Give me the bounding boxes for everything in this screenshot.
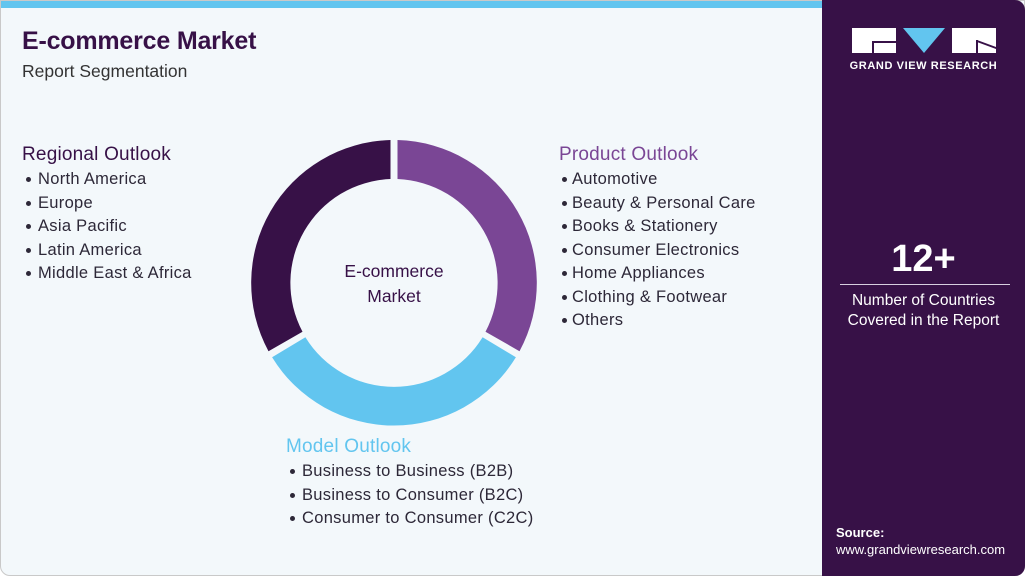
model-outlook-list: Business to Business (B2B) Business to C… — [286, 460, 534, 531]
list-item: Others — [559, 309, 756, 333]
bullet-icon — [26, 247, 31, 253]
list-item-label: North America — [38, 170, 147, 188]
list-item-label: Automotive — [572, 170, 658, 188]
segmentation-donut-chart — [251, 140, 537, 426]
list-item-label: Consumer Electronics — [572, 240, 740, 259]
list-item-label: Home Appliances — [572, 264, 705, 282]
model-outlook-heading: Model Outlook — [286, 436, 412, 457]
list-item-label: Europe — [38, 193, 94, 212]
product-outlook-list: Automotive Beauty & Personal Care Books … — [559, 168, 756, 333]
sidebar-panel — [822, 0, 1025, 576]
donut-segment-regional — [251, 140, 391, 352]
source-url-link[interactable]: www.grandviewresearch.com — [836, 542, 1006, 557]
donut-segment-model — [272, 337, 516, 426]
bullet-icon — [562, 200, 567, 206]
regional-outlook-section: Regional Outlook North America Europe As… — [22, 144, 192, 286]
list-item: Beauty & Personal Care — [559, 192, 756, 216]
grand-view-research-logo-icon — [852, 28, 996, 53]
bullet-icon — [26, 271, 31, 277]
donut-center-line1: E-commerce — [344, 261, 444, 281]
bullet-icon — [562, 294, 567, 300]
bullet-icon — [26, 177, 31, 183]
regional-outlook-heading: Regional Outlook — [22, 144, 171, 165]
product-outlook-section: Product Outlook Automotive Beauty & Pers… — [559, 144, 756, 333]
logo-text: GRAND VIEW RESEARCH — [849, 60, 998, 72]
list-item: Consumer Electronics — [559, 239, 756, 263]
countries-count-label: Number of Countries Covered in the Repor… — [822, 291, 1025, 331]
page-subtitle: Report Segmentation — [22, 61, 188, 81]
bullet-icon — [26, 200, 31, 206]
donut-center-line2: Market — [367, 286, 421, 306]
countries-count-value: 12+ — [891, 238, 956, 280]
bullet-icon — [26, 224, 31, 230]
donut-segment-product — [397, 140, 537, 352]
product-outlook-heading: Product Outlook — [559, 144, 699, 165]
regional-outlook-list: North America Europe Asia Pacific Latin … — [22, 168, 192, 286]
list-item: Europe — [22, 192, 192, 216]
list-item-label: Business to Consumer (B2C) — [302, 485, 524, 504]
list-item: Business to Consumer (B2C) — [286, 484, 534, 508]
list-item: Clothing & Footwear — [559, 286, 756, 310]
top-accent-bar — [1, 1, 823, 8]
bullet-icon — [562, 318, 567, 324]
bullet-icon — [290, 516, 295, 522]
list-item-label: Books & Stationery — [572, 217, 718, 235]
list-item-label: Beauty & Personal Care — [572, 193, 756, 212]
bullet-icon — [290, 469, 295, 475]
list-item: Latin America — [22, 239, 192, 263]
list-item: Middle East & Africa — [22, 262, 192, 286]
stat-label-line2: Covered in the Report — [847, 312, 1000, 329]
bullet-icon — [562, 177, 567, 183]
source-label: Source: — [836, 525, 885, 540]
list-item: Automotive — [559, 168, 756, 192]
bullet-icon — [562, 247, 567, 253]
bullet-icon — [290, 492, 295, 498]
list-item: Asia Pacific — [22, 215, 192, 239]
list-item: Consumer to Consumer (C2C) — [286, 507, 534, 531]
list-item: Home Appliances — [559, 262, 756, 286]
stat-divider — [840, 284, 1010, 285]
page-title: E-commerce Market — [22, 27, 257, 55]
list-item-label: Clothing & Footwear — [572, 287, 728, 306]
list-item-label: Others — [572, 311, 624, 329]
list-item-label: Middle East & Africa — [38, 264, 192, 282]
model-outlook-section: Model Outlook Business to Business (B2B)… — [286, 436, 534, 531]
list-item-label: Asia Pacific — [38, 217, 127, 235]
list-item-label: Latin America — [38, 240, 142, 259]
list-item: North America — [22, 168, 192, 192]
bullet-icon — [562, 271, 567, 277]
list-item-label: Business to Business (B2B) — [302, 462, 514, 480]
list-item: Books & Stationery — [559, 215, 756, 239]
list-item-label: Consumer to Consumer (C2C) — [302, 509, 534, 527]
donut-center-label: E-commerce Market — [249, 259, 539, 309]
list-item: Business to Business (B2B) — [286, 460, 534, 484]
bullet-icon — [562, 224, 567, 230]
stat-label-line1: Number of Countries — [851, 292, 995, 309]
